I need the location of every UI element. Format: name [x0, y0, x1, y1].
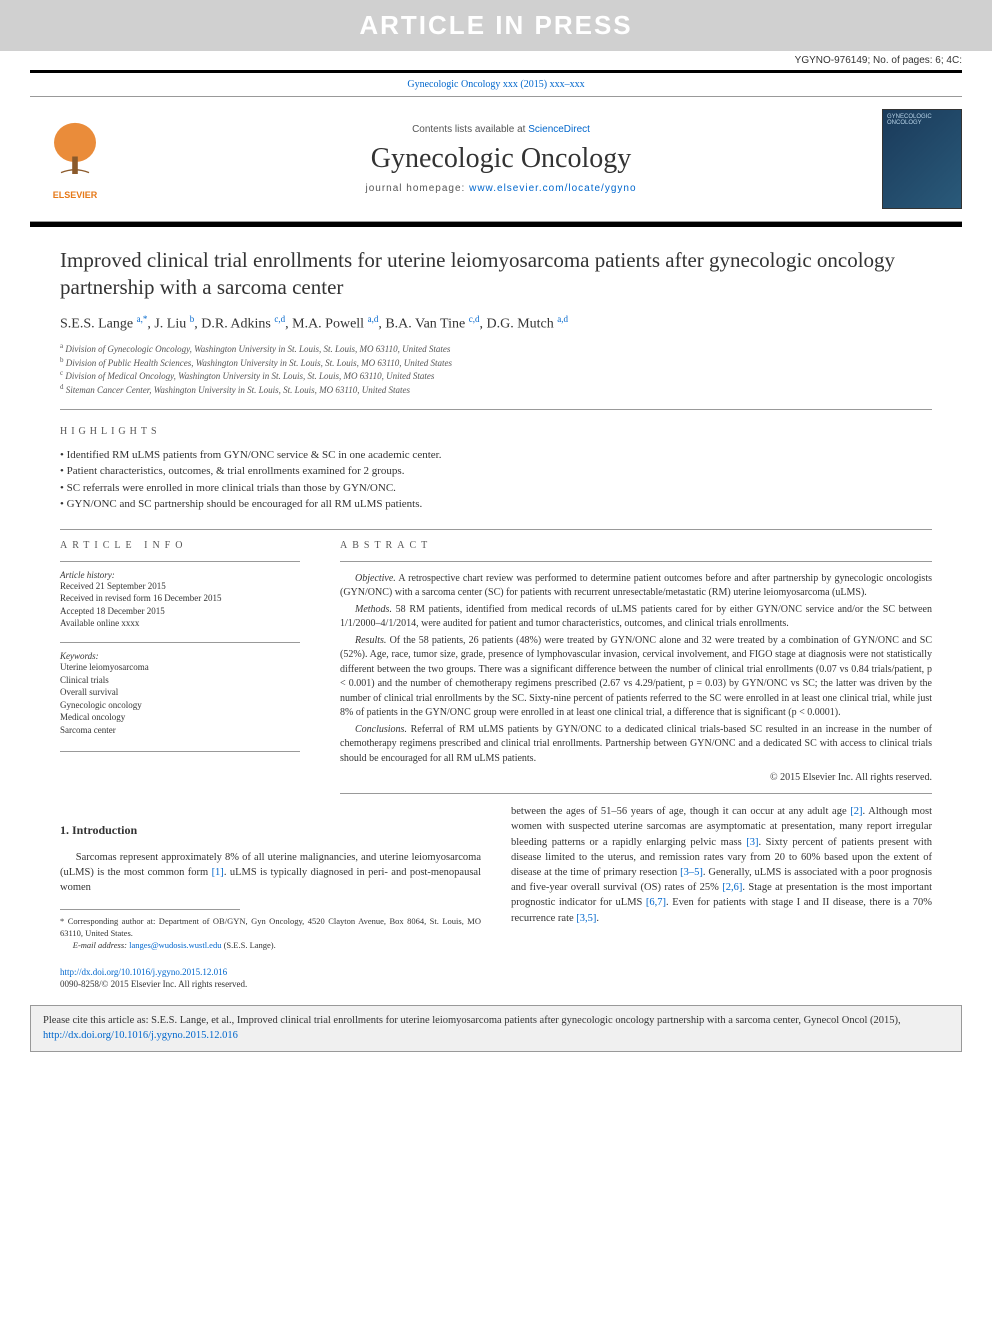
email-link[interactable]: langes@wudosis.wustl.edu	[129, 940, 221, 950]
journal-header: ELSEVIER Contents lists available at Sci…	[30, 96, 962, 222]
keywords-list: Uterine leiomyosarcomaClinical trialsOve…	[60, 661, 300, 737]
rule	[60, 561, 300, 562]
intro-title: Introduction	[72, 823, 137, 837]
email-suffix: (S.E.S. Lange).	[221, 940, 275, 950]
rule	[60, 529, 932, 530]
citation-doi-link[interactable]: http://dx.doi.org/10.1016/j.ygyno.2015.1…	[43, 1030, 238, 1041]
doi-link[interactable]: http://dx.doi.org/10.1016/j.ygyno.2015.1…	[60, 967, 227, 977]
homepage-link[interactable]: www.elsevier.com/locate/ygyno	[469, 183, 636, 194]
rule	[60, 642, 300, 643]
rule	[340, 793, 932, 794]
abstract-copyright: © 2015 Elsevier Inc. All rights reserved…	[340, 772, 932, 783]
issn-line: 0090-8258/© 2015 Elsevier Inc. All right…	[60, 979, 247, 989]
homepage-prefix: journal homepage:	[365, 183, 469, 194]
header-bottom-rule	[30, 222, 962, 227]
rule	[60, 751, 300, 752]
contents-line: Contents lists available at ScienceDirec…	[120, 124, 882, 135]
article-info-label: ARTICLE INFO	[60, 540, 300, 551]
cover-text: GYNECOLOGIC ONCOLOGY	[887, 114, 957, 126]
sciencedirect-link[interactable]: ScienceDirect	[528, 124, 590, 135]
intro-num: 1.	[60, 823, 69, 837]
email-label: E-mail address:	[73, 940, 129, 950]
elsevier-logo: ELSEVIER	[30, 109, 120, 209]
article-title: Improved clinical trial enrollments for …	[60, 247, 932, 302]
intro-heading: 1. Introduction	[60, 822, 481, 839]
journal-cover-thumb: GYNECOLOGIC ONCOLOGY	[882, 109, 962, 209]
citation-box: Please cite this article as: S.E.S. Lang…	[30, 1005, 962, 1052]
rule	[60, 409, 932, 410]
corresponding-author: * Corresponding author at: Department of…	[60, 916, 481, 952]
authors: S.E.S. Lange a,*, J. Liu b, D.R. Adkins …	[60, 314, 932, 333]
journal-title: Gynecologic Oncology	[120, 143, 882, 175]
journal-homepage: journal homepage: www.elsevier.com/locat…	[120, 183, 882, 194]
intro-col2: between the ages of 51–56 years of age, …	[511, 804, 932, 926]
keywords-label: Keywords:	[60, 651, 300, 661]
elsevier-label: ELSEVIER	[53, 190, 98, 200]
highlights-label: HIGHLIGHTS	[60, 426, 932, 437]
citation-prefix: Please cite this article as: S.E.S. Lang…	[43, 1015, 901, 1026]
corr-text: Corresponding author at: Department of O…	[60, 916, 481, 938]
highlights-list: Identified RM uLMS patients from GYN/ONC…	[60, 447, 932, 513]
rule	[340, 561, 932, 562]
in-press-banner: ARTICLE IN PRESS	[0, 0, 992, 51]
intro-col1: Sarcomas represent approximately 8% of a…	[60, 850, 481, 896]
abstract-text: Objective. A retrospective chart review …	[340, 572, 932, 767]
abstract-label: ABSTRACT	[340, 540, 932, 551]
history-label: Article history:	[60, 570, 300, 580]
meta-line: YGYNO-976149; No. of pages: 6; 4C:	[0, 51, 992, 70]
footnote-rule	[60, 909, 240, 910]
contents-prefix: Contents lists available at	[412, 124, 528, 135]
elsevier-tree-icon	[40, 118, 110, 188]
history-items: Received 21 September 2015Received in re…	[60, 580, 300, 630]
doi-block: http://dx.doi.org/10.1016/j.ygyno.2015.1…	[60, 966, 481, 991]
journal-ref: Gynecologic Oncology xxx (2015) xxx–xxx	[0, 73, 992, 96]
affiliations: a Division of Gynecologic Oncology, Wash…	[60, 342, 932, 396]
